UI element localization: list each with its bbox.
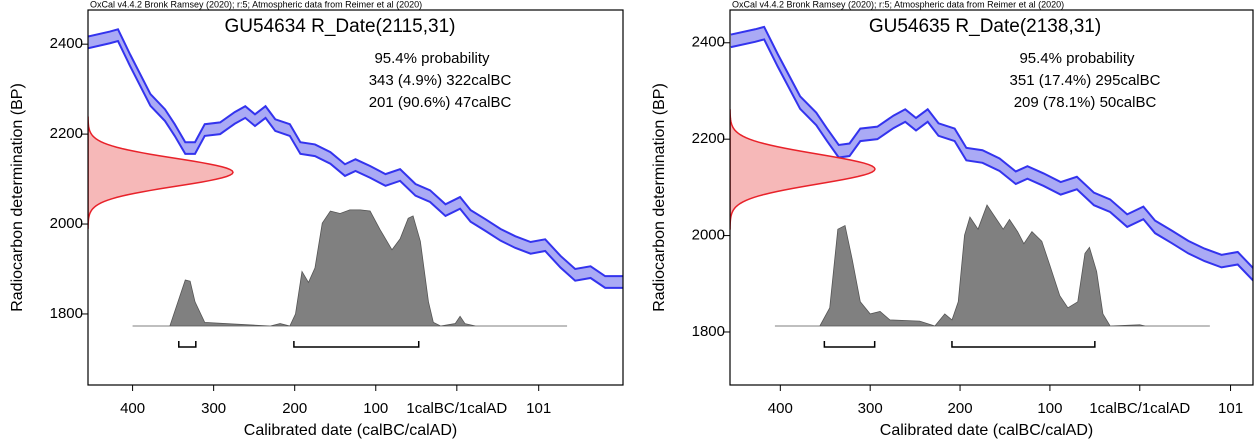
- range-bracket: [951, 341, 1096, 348]
- plot-area: [88, 28, 623, 327]
- x-axis-label: Calibrated date (calBC/calAD): [244, 422, 457, 439]
- y-tick-label: 2000: [50, 215, 83, 232]
- range-bracket: [823, 341, 876, 348]
- x-tick-label: 100: [1037, 400, 1062, 417]
- x-tick-label: 101: [1218, 400, 1243, 417]
- x-tick-label: 200: [282, 400, 307, 417]
- curve-edge: [730, 25, 1253, 270]
- y-tick-label: 2200: [50, 125, 83, 142]
- curve-edge: [88, 39, 623, 289]
- x-tick-label: 101: [526, 400, 551, 417]
- range-label: 209 (78.1%) 50calBC: [1014, 94, 1157, 111]
- x-tick-label: 300: [858, 400, 883, 417]
- y-axis-label: Radiocarbon determination (BP): [651, 83, 668, 312]
- range-bracket: [178, 341, 197, 348]
- chart-title: GU54634 R_Date(2115,31): [225, 16, 456, 37]
- y-tick-label: 2200: [692, 130, 725, 147]
- x-tick-label: 1calBC/1calAD: [1089, 400, 1190, 417]
- curve-edge: [88, 28, 623, 278]
- posterior-distribution: [774, 204, 1210, 327]
- range-bracket: [293, 341, 420, 348]
- x-axis-label: Calibrated date (calBC/calAD): [880, 422, 1093, 439]
- range-label: 343 (4.9%) 322calBC: [369, 72, 512, 89]
- header: OxCal v4.4.2 Bronk Ramsey (2020); r:5; A…: [90, 0, 422, 9]
- y-tick-label: 1800: [50, 305, 83, 322]
- x-tick-label: 200: [948, 400, 973, 417]
- x-tick-label: 400: [768, 400, 793, 417]
- plot-area: [730, 25, 1253, 327]
- plot-frame: [87, 9, 624, 386]
- curve-band: [730, 26, 1253, 281]
- probability-label: 95.4% probability: [374, 50, 490, 67]
- probability-label: 95.4% probability: [1019, 50, 1135, 67]
- y-axis-label: Radiocarbon determination (BP): [9, 83, 26, 312]
- chart-title: GU54635 R_Date(2138,31): [869, 16, 1101, 37]
- y-tick-label: 1800: [692, 323, 725, 340]
- curve-edge: [730, 38, 1253, 282]
- y-tick-label: 2400: [692, 34, 725, 51]
- y-tick-label: 2400: [50, 35, 83, 52]
- x-tick-label: 1calBC/1calAD: [406, 400, 507, 417]
- curve-band: [88, 29, 623, 288]
- range-label: 351 (17.4%) 295calBC: [1010, 72, 1161, 89]
- x-tick-label: 300: [201, 400, 226, 417]
- header: OxCal v4.4.2 Bronk Ramsey (2020); r:5; A…: [732, 0, 1064, 9]
- x-tick-label: 100: [363, 400, 388, 417]
- posterior-distribution: [132, 209, 568, 327]
- x-tick-label: 400: [120, 400, 145, 417]
- y-tick-label: 2000: [692, 227, 725, 244]
- plot-frame: [729, 9, 1254, 386]
- date-distribution: [730, 109, 876, 230]
- range-label: 201 (90.6%) 47calBC: [369, 94, 512, 111]
- date-distribution: [88, 116, 234, 229]
